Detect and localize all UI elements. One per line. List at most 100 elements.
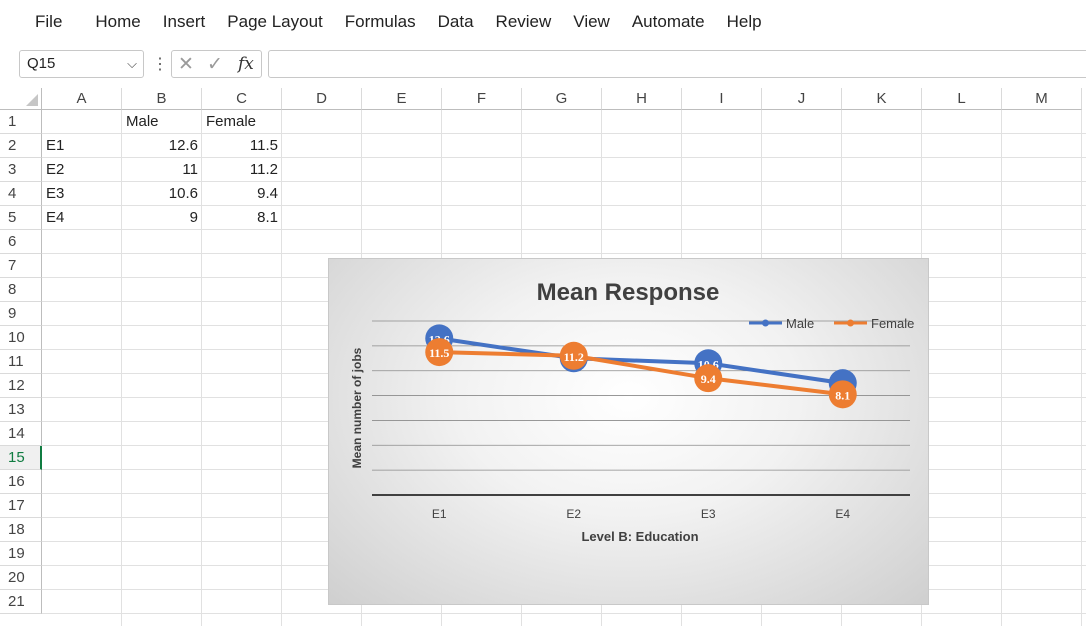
cell-c2[interactable]: 11.5	[249, 137, 278, 154]
cell-a4[interactable]: E3	[46, 185, 65, 202]
row-header-18[interactable]: 18	[0, 518, 42, 542]
column-header-k[interactable]: K	[842, 88, 922, 110]
row-header-20[interactable]: 20	[0, 566, 42, 590]
cell-a5[interactable]: E4	[46, 209, 65, 226]
menu-page-layout[interactable]: Page Layout	[227, 12, 323, 31]
row-header-16[interactable]: 16	[0, 470, 42, 494]
column-header-i[interactable]: I	[682, 88, 762, 110]
legend-label-female: Female	[871, 316, 914, 331]
menu-formulas[interactable]: Formulas	[344, 12, 416, 31]
column-header-m[interactable]: M	[1002, 88, 1082, 110]
gridline	[42, 181, 1086, 182]
x-tick-label: E4	[835, 507, 850, 521]
menu-help[interactable]: Help	[726, 12, 762, 31]
column-header-l[interactable]: L	[922, 88, 1002, 110]
cell-b1[interactable]: Male	[126, 113, 159, 130]
gridline	[42, 157, 1086, 158]
menu-home[interactable]: Home	[95, 12, 141, 31]
data-point-female	[828, 380, 857, 409]
column-header-g[interactable]: G	[522, 88, 602, 110]
row-header-15[interactable]: 15	[0, 446, 42, 470]
column-header-j[interactable]: J	[762, 88, 842, 110]
menu-bar: File Home Insert Page Layout Formulas Data Rev…	[0, 0, 1086, 44]
gridline	[42, 613, 1086, 614]
row-header-8[interactable]: 8	[0, 278, 42, 302]
menu-insert[interactable]: Insert	[162, 12, 206, 31]
data-label-female: 11.5	[429, 346, 449, 360]
legend-marker-female	[847, 319, 854, 327]
row-header-7[interactable]: 7	[0, 254, 42, 278]
menu-review[interactable]: Review	[495, 12, 552, 31]
menu-view[interactable]: View	[573, 12, 610, 31]
row-header-17[interactable]: 17	[0, 494, 42, 518]
row-header-3[interactable]: 3	[0, 158, 42, 182]
column-header-e[interactable]: E	[362, 88, 442, 110]
x-tick-label: E2	[566, 507, 581, 521]
formula-buttons: ✕ ✓ fx	[171, 50, 262, 78]
row-header-2[interactable]: 2	[0, 134, 42, 158]
x-axis-title: Level B: Education	[581, 529, 698, 544]
select-all-button[interactable]	[0, 88, 42, 110]
cell-c5[interactable]: 8.1	[257, 209, 278, 226]
row-header-21[interactable]: 21	[0, 590, 42, 614]
row-header-4[interactable]: 4	[0, 182, 42, 206]
row-header-13[interactable]: 13	[0, 398, 42, 422]
column-header-d[interactable]: D	[282, 88, 362, 110]
gridline	[121, 110, 122, 626]
line-chart: Mean Response E1 E2 E3 E4 Level B: Education M…	[350, 279, 914, 544]
column-header-c[interactable]: C	[202, 88, 282, 110]
gridline	[1001, 110, 1002, 626]
cell-c1[interactable]: Female	[206, 113, 257, 130]
row-header-14[interactable]: 14	[0, 422, 42, 446]
data-label-female: 9.4	[701, 372, 716, 386]
row-header-19[interactable]: 19	[0, 542, 42, 566]
gridline	[42, 229, 1086, 230]
cancel-icon[interactable]: ✕	[178, 54, 194, 75]
insert-function-icon[interactable]: fx	[238, 54, 254, 74]
cell-b5[interactable]: 9	[189, 209, 198, 226]
chart-title: Mean Response	[537, 279, 720, 306]
data-point-female	[694, 364, 723, 393]
cell-b4[interactable]: 10.6	[168, 185, 198, 202]
x-tick-label: E1	[432, 507, 447, 521]
row-header-9[interactable]: 9	[0, 302, 42, 326]
data-label-female: 11.2	[564, 350, 584, 364]
column-header-h[interactable]: H	[602, 88, 682, 110]
formula-input[interactable]	[268, 50, 1086, 78]
menu-file[interactable]: File	[35, 12, 63, 31]
column-header-f[interactable]: F	[442, 88, 522, 110]
name-box[interactable]: Q15 ⌵	[19, 50, 144, 78]
formula-bar: Q15 ⌵ ⋮ ✕ ✓ fx	[0, 46, 1086, 82]
row-header-11[interactable]: 11	[0, 350, 42, 374]
row-header-1[interactable]: 1	[0, 110, 42, 134]
row-header-6[interactable]: 6	[0, 230, 42, 254]
enter-icon[interactable]: ✓	[207, 54, 223, 75]
name-box-value: Q15	[27, 55, 56, 72]
cell-a3[interactable]: E2	[46, 161, 65, 178]
cell-a2[interactable]: E1	[46, 137, 65, 154]
gridline	[281, 110, 282, 626]
cell-b2[interactable]: 12.6	[168, 137, 198, 154]
series-line-male	[438, 336, 844, 386]
more-options-icon[interactable]: ⋮	[152, 56, 168, 73]
row-header-10[interactable]: 10	[0, 326, 42, 350]
menu-automate[interactable]: Automate	[631, 12, 705, 31]
chart-area[interactable]: Mean Response E1 E2 E3 E4 Level B: Education M…	[328, 258, 929, 605]
cell-b3[interactable]: 11	[182, 161, 198, 178]
column-header-a[interactable]: A	[42, 88, 122, 110]
legend-label-male: Male	[786, 316, 814, 331]
series-line-female	[439, 350, 843, 397]
cell-c3[interactable]: 11.2	[249, 161, 278, 178]
chevron-down-icon[interactable]: ⌵	[127, 56, 137, 71]
data-label-female: 8.1	[835, 388, 850, 402]
menu-data[interactable]: Data	[437, 12, 474, 31]
x-tick-label: E3	[701, 507, 716, 521]
gridline	[42, 253, 1086, 254]
row-header-5[interactable]: 5	[0, 206, 42, 230]
legend-marker-male	[762, 319, 769, 327]
row-header-12[interactable]: 12	[0, 374, 42, 398]
gridline	[42, 205, 1086, 206]
column-header-b[interactable]: B	[122, 88, 202, 110]
data-point-female	[425, 338, 454, 367]
cell-c4[interactable]: 9.4	[257, 185, 278, 202]
